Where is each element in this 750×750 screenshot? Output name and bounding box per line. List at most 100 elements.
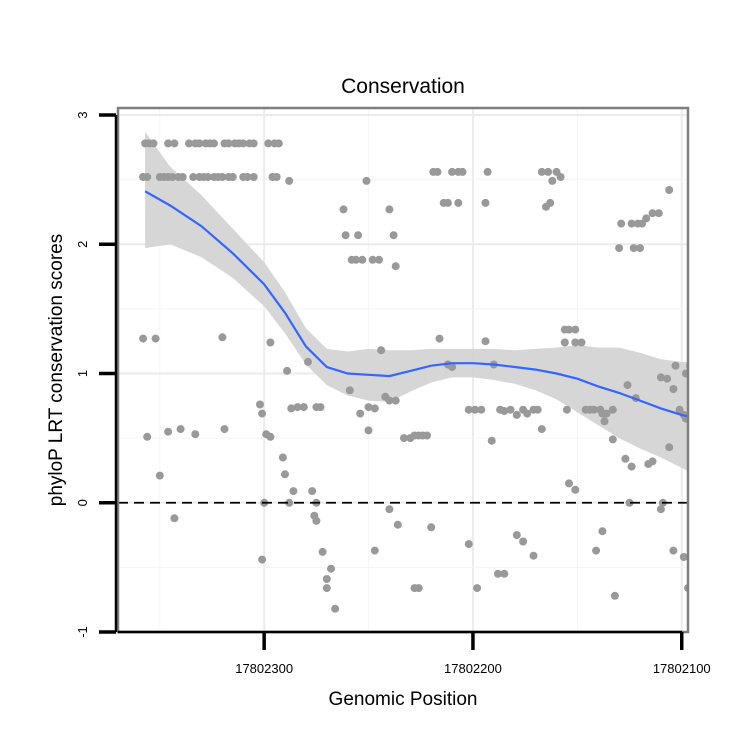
data-point — [151, 334, 160, 343]
data-point — [377, 346, 386, 355]
data-point — [621, 454, 630, 463]
data-point — [322, 584, 331, 593]
data-point — [681, 369, 688, 378]
data-point — [203, 173, 212, 181]
data-point — [185, 139, 193, 148]
x-tick-label: 17802100 — [653, 661, 711, 676]
data-point — [370, 546, 379, 555]
data-point — [548, 176, 557, 185]
data-point — [427, 523, 436, 532]
data-point — [164, 139, 173, 148]
data-point — [149, 139, 158, 148]
data-point — [256, 400, 264, 409]
data-point — [341, 231, 350, 240]
data-point — [671, 361, 680, 370]
data-point — [195, 139, 204, 148]
data-point — [487, 436, 496, 445]
data-point — [176, 425, 185, 434]
data-point — [617, 219, 626, 228]
data-point — [143, 173, 152, 181]
data-point — [590, 405, 598, 414]
data-point — [189, 173, 198, 181]
data-point — [571, 485, 580, 494]
data-point — [356, 409, 365, 418]
data-point — [546, 198, 555, 207]
data-points — [139, 139, 700, 613]
data-point — [669, 385, 678, 393]
data-point — [648, 457, 657, 466]
data-point — [600, 417, 609, 426]
data-point — [665, 186, 674, 194]
data-point — [577, 338, 586, 347]
data-point — [210, 139, 218, 148]
data-point — [178, 173, 187, 181]
data-point — [537, 425, 546, 434]
data-point — [285, 176, 294, 185]
data-point — [565, 479, 573, 488]
data-point — [170, 514, 179, 523]
data-point — [688, 370, 696, 378]
data-point — [529, 551, 538, 560]
data-point — [477, 405, 486, 414]
data-point — [385, 505, 394, 514]
x-tick-label: 17802300 — [235, 661, 293, 676]
data-point — [610, 591, 619, 600]
data-point — [318, 547, 327, 556]
data-point — [690, 362, 698, 370]
data-point — [283, 366, 292, 375]
data-point — [155, 471, 164, 480]
data-point — [519, 537, 528, 546]
data-point — [243, 173, 252, 181]
data-point — [523, 409, 532, 418]
data-point — [143, 432, 152, 441]
data-point — [448, 167, 457, 176]
data-point — [560, 338, 569, 347]
data-point — [679, 553, 688, 561]
data-point — [623, 381, 632, 390]
data-point — [281, 470, 289, 479]
data-point — [512, 531, 521, 540]
data-point — [627, 462, 636, 471]
data-point — [168, 173, 177, 181]
data-point — [331, 604, 340, 613]
data-point — [654, 209, 663, 218]
data-point — [494, 569, 502, 578]
data-point — [249, 173, 258, 181]
x-tick-label: 17802200 — [444, 661, 502, 676]
data-point — [656, 373, 665, 382]
data-point — [642, 214, 651, 223]
data-point — [354, 231, 363, 240]
data-point — [418, 431, 427, 440]
data-point — [224, 139, 233, 148]
data-point — [481, 198, 490, 207]
data-point — [258, 409, 267, 418]
data-point — [364, 426, 373, 435]
data-point — [285, 498, 294, 507]
data-point — [481, 337, 490, 346]
data-point — [414, 584, 423, 593]
data-point — [239, 139, 248, 148]
data-point — [608, 405, 617, 414]
data-point — [565, 325, 573, 334]
data-point — [170, 139, 179, 148]
data-point — [556, 173, 565, 181]
data-point — [533, 405, 542, 414]
data-point — [368, 255, 377, 264]
data-point — [464, 540, 473, 549]
data-point — [627, 219, 636, 228]
chart-title: Conservation — [341, 75, 465, 98]
x-axis-ticks: 17802300 17802200 17802100 — [235, 632, 711, 676]
data-point — [669, 546, 678, 555]
data-point — [272, 173, 281, 181]
confidence-band — [145, 131, 688, 472]
data-point — [448, 363, 457, 371]
data-point — [164, 427, 173, 436]
data-point — [692, 491, 700, 499]
data-point — [544, 167, 553, 176]
data-point — [339, 205, 348, 214]
data-point — [264, 139, 273, 148]
data-point — [258, 555, 267, 564]
y-tick-label: 2 — [75, 241, 90, 248]
data-point — [571, 325, 580, 334]
